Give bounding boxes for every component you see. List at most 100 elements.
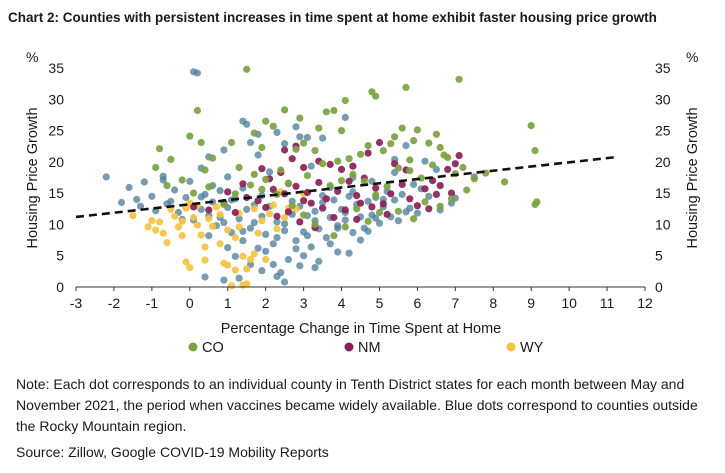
source-text: Source: Zillow, Google COVID-19 Mobility… (16, 444, 329, 460)
point-other-139 (326, 240, 334, 248)
point-other-15 (190, 68, 198, 76)
point-nm-22 (421, 185, 429, 193)
point-wy-52 (178, 217, 186, 225)
point-other-93 (220, 146, 228, 154)
point-co-73 (311, 220, 319, 228)
point-wy-0 (129, 212, 137, 220)
y-tick-right-2: 10 (655, 216, 671, 232)
point-nm-53 (447, 189, 456, 197)
point-wy-13 (197, 231, 205, 239)
point-other-9 (171, 186, 179, 194)
point-wy-12 (193, 221, 201, 229)
x-tick-label-8: 5 (376, 295, 384, 311)
point-co-3 (281, 106, 289, 114)
point-other-4 (140, 178, 148, 186)
point-other-99 (265, 168, 274, 176)
point-other-45 (307, 243, 315, 251)
point-wy-18 (231, 234, 239, 242)
point-other-125 (281, 220, 289, 228)
point-co-82 (190, 189, 198, 197)
point-co-22 (391, 133, 399, 141)
y-tick-right-4: 20 (655, 154, 671, 170)
point-other-41 (292, 237, 300, 245)
point-nm-14 (353, 192, 361, 200)
point-wy-36 (281, 213, 289, 222)
point-co-1 (243, 65, 251, 73)
point-other-134 (334, 224, 342, 232)
point-other-92 (402, 142, 410, 150)
point-nm-13 (345, 177, 353, 185)
point-other-80 (235, 274, 243, 282)
point-co-68 (375, 208, 384, 217)
point-nm-11 (322, 195, 330, 203)
point-co-36 (152, 163, 160, 172)
point-co-29 (300, 139, 308, 147)
point-other-56 (349, 229, 357, 237)
point-co-46 (319, 160, 327, 168)
y-tick-right-1: 5 (655, 248, 663, 264)
point-nm-38 (258, 165, 266, 173)
point-co-59 (459, 163, 467, 172)
point-other-72 (425, 192, 433, 200)
point-co-33 (209, 154, 217, 162)
x-tick-label-6: 3 (300, 295, 308, 311)
point-other-1 (117, 198, 126, 207)
point-nm-8 (292, 182, 300, 190)
point-nm-60 (300, 197, 308, 205)
point-other-149 (246, 138, 255, 147)
point-other-132 (273, 234, 281, 242)
point-nm-61 (262, 203, 270, 212)
point-other-75 (300, 252, 308, 260)
point-nm-54 (425, 205, 433, 213)
point-wy-2 (152, 226, 160, 234)
point-co-91 (436, 143, 444, 152)
point-other-96 (159, 176, 167, 184)
point-co-70 (353, 205, 361, 213)
point-wy-41 (212, 203, 220, 211)
point-co-57 (444, 153, 452, 162)
point-other-135 (364, 227, 372, 235)
points-layer (102, 65, 541, 290)
point-co-28 (311, 147, 319, 155)
point-co-86 (337, 127, 346, 135)
point-wy-27 (201, 256, 209, 264)
point-co-24 (364, 142, 372, 150)
point-co-20 (398, 124, 406, 132)
point-co-7 (341, 96, 349, 105)
point-other-98 (224, 173, 232, 181)
point-wy-3 (155, 218, 164, 226)
point-other-82 (201, 273, 209, 281)
x-tick-label-15: 12 (637, 295, 653, 311)
point-other-2 (125, 183, 133, 192)
point-nm-39 (281, 146, 289, 154)
point-nm-52 (432, 190, 440, 198)
legend-label-nm: NM (358, 340, 381, 356)
point-co-90 (413, 126, 421, 134)
point-other-81 (220, 276, 228, 284)
point-other-91 (341, 113, 349, 121)
point-nm-12 (334, 187, 342, 195)
point-other-130 (205, 232, 213, 240)
point-other-144 (345, 249, 353, 257)
point-wy-42 (144, 223, 152, 231)
point-wy-17 (224, 226, 232, 234)
point-nm-25 (444, 165, 452, 173)
point-other-95 (281, 140, 289, 148)
point-other-67 (391, 196, 399, 204)
point-other-11 (182, 193, 190, 202)
point-nm-41 (307, 199, 315, 207)
point-nm-0 (190, 203, 198, 211)
point-co-40 (235, 163, 243, 172)
point-other-89 (292, 123, 300, 131)
point-wy-35 (273, 225, 281, 233)
point-co-4 (292, 145, 300, 153)
point-other-3 (136, 202, 145, 210)
point-co-53 (394, 164, 402, 172)
point-co-69 (364, 217, 372, 225)
point-other-0 (102, 173, 110, 181)
point-co-27 (334, 157, 342, 165)
point-other-84 (334, 248, 342, 256)
point-co-37 (155, 145, 164, 153)
point-nm-1 (205, 206, 213, 214)
